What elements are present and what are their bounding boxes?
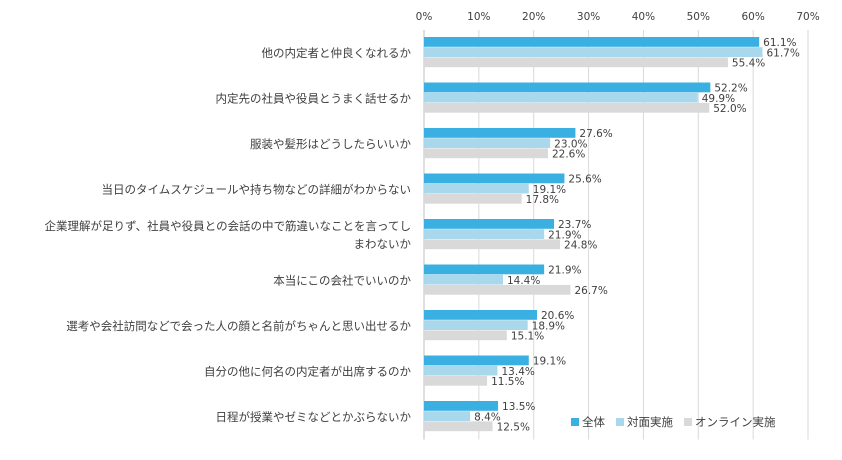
bar [424, 173, 565, 184]
data-label: 21.9% [548, 265, 581, 277]
bar [424, 264, 545, 275]
data-label: 12.5% [497, 422, 530, 434]
bar [424, 102, 710, 113]
bar [424, 193, 522, 204]
bar [424, 219, 555, 229]
data-labels: 61.1%61.7%55.4% 52.2%49.9%52.0% 27.6%23.0%… [474, 37, 800, 433]
x-tick-label: 20% [522, 11, 545, 23]
bar [424, 82, 711, 93]
category-label: 服装や髪形はどうしたらいいか [250, 137, 411, 151]
data-label: 15.1% [511, 331, 544, 343]
legend-swatch [616, 418, 624, 426]
bar [424, 37, 760, 47]
bar [424, 138, 551, 148]
data-label: 23.7% [558, 219, 591, 231]
category-label: 他の内定者と仲良くなれるか [262, 46, 412, 60]
bar [424, 47, 763, 57]
bar [424, 92, 698, 103]
legend: 全体 対面実施 オンライン実施 [571, 415, 776, 429]
bar [424, 183, 529, 194]
bar [424, 401, 499, 411]
bar [424, 375, 488, 386]
bar [424, 284, 571, 295]
bar [424, 57, 728, 68]
data-label: 55.4% [732, 58, 765, 70]
bar [424, 421, 493, 432]
category-label: 当日のタイムスケジュールや持ち物などの詳細がわからない [102, 182, 411, 196]
x-tick-label: 10% [467, 11, 490, 23]
bar [424, 239, 561, 250]
data-label: 14.4% [507, 275, 540, 287]
category-label: 企業理解が足りず、社員や役員との会話の中で筋違いなことを言ってし [44, 219, 411, 233]
category-labels: 他の内定者と仲良くなれるか内定先の社員や役員とうまく話せるか服装や髪形はどうした… [44, 46, 411, 424]
category-label: まわないか [354, 237, 412, 251]
data-label: 61.7% [766, 47, 799, 59]
bar [424, 355, 529, 366]
bar [424, 330, 507, 341]
data-label: 21.9% [548, 229, 581, 241]
bar [424, 148, 548, 159]
category-label: 自分の他に何名の内定者が出席するのか [204, 364, 411, 378]
x-tick-label: 30% [577, 11, 600, 23]
data-label: 13.5% [502, 401, 535, 413]
data-label: 52.2% [714, 83, 747, 95]
data-label: 17.8% [526, 194, 559, 206]
bar [424, 365, 498, 376]
legend-label: 全体 [582, 415, 605, 429]
data-label: 18.9% [532, 320, 565, 332]
data-label: 11.5% [491, 376, 524, 388]
x-tick-label: 40% [632, 11, 655, 23]
data-label: 27.6% [579, 128, 612, 140]
legend-swatch [571, 418, 579, 426]
x-tick-label: 60% [741, 11, 764, 23]
data-label: 49.9% [702, 93, 735, 105]
category-label: 本当にこの会社でいいのか [273, 273, 411, 287]
data-label: 8.4% [474, 411, 501, 423]
data-label: 25.6% [568, 174, 601, 186]
legend-label: オンライン実施 [695, 415, 776, 429]
bar [424, 320, 528, 330]
data-label: 23.0% [554, 138, 587, 150]
x-axis-ticks: 0% 10% 20% 30% 40% 50% 60% 70% [416, 11, 820, 23]
data-label: 20.6% [541, 310, 574, 322]
category-label: 内定先の社員や役員とうまく話せるか [216, 91, 412, 105]
bar [424, 229, 545, 239]
category-label: 選考や会社訪問などで会った人の顔と名前がちゃんと思い出せるか [66, 319, 411, 333]
bar [424, 411, 471, 421]
data-label: 19.1% [533, 356, 566, 368]
data-label: 13.4% [502, 366, 535, 378]
data-label: 26.7% [574, 285, 607, 297]
x-tick-label: 50% [687, 11, 710, 23]
data-label: 52.0% [713, 103, 746, 115]
legend-swatch [684, 418, 692, 426]
bar [424, 128, 576, 138]
bar [424, 274, 503, 285]
data-label: 61.1% [763, 37, 796, 49]
x-tick-label: 70% [796, 11, 819, 23]
bar [424, 310, 538, 320]
data-label: 19.1% [533, 184, 566, 196]
data-label: 24.8% [564, 240, 597, 252]
category-label: 日程が授業やゼミなどとかぶらないか [216, 410, 412, 424]
data-label: 22.6% [552, 149, 585, 161]
legend-label: 対面実施 [627, 415, 673, 429]
x-tick-label: 0% [416, 11, 433, 23]
bars [424, 37, 763, 432]
